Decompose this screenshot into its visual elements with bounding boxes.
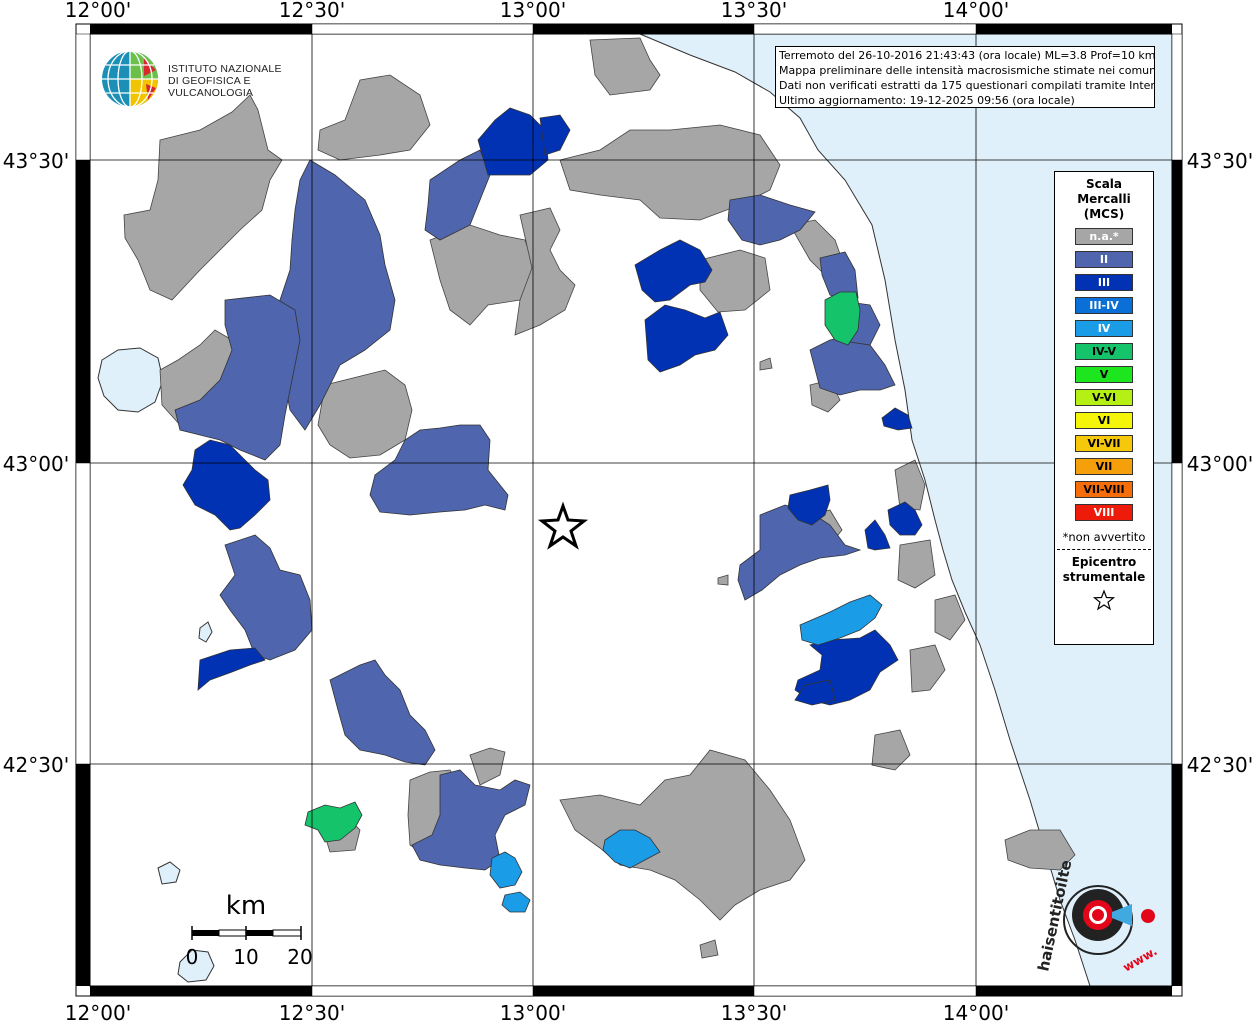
ingv-name-line1: ISTITUTO NAZIONALE bbox=[168, 63, 282, 75]
lon-label-top: 13°30' bbox=[721, 0, 787, 22]
lat-label-right: 42°30' bbox=[1187, 753, 1253, 777]
lat-label-right: 43°30' bbox=[1187, 149, 1253, 173]
legend-epicenter-line: strumentale bbox=[1062, 570, 1146, 584]
legend-item: VI-VII bbox=[1075, 435, 1133, 452]
lake-piediluco bbox=[198, 621, 213, 643]
lon-label-top: 12°30' bbox=[279, 0, 345, 22]
legend-rows: n.a.* II III III-IV IV IV-V V V-VI VI VI-VII VII VI… bbox=[1055, 228, 1153, 521]
municipalities-ii bbox=[174, 149, 896, 871]
lon-label-bottom: 12°00' bbox=[65, 1001, 131, 1024]
legend-item: III-IV bbox=[1075, 297, 1133, 314]
legend-note: *non avvertito bbox=[1062, 530, 1146, 544]
event-info-line: Mappa preliminare delle intensità macros… bbox=[779, 64, 1155, 77]
lon-label-bottom: 13°30' bbox=[721, 1001, 787, 1024]
hst-logo-www: www. bbox=[1121, 944, 1160, 975]
legend-item: V bbox=[1075, 366, 1133, 383]
legend-item: IV bbox=[1075, 320, 1133, 337]
scale-label-10: 10 bbox=[233, 945, 258, 969]
legend-title: Scala Mercalli (MCS) bbox=[1055, 177, 1153, 222]
ingv-name-line2: DI GEOFISICA E VULCANOLOGIA bbox=[168, 75, 254, 99]
legend-item: n.a.* bbox=[1075, 228, 1133, 245]
lon-label-top: 14°00' bbox=[943, 0, 1009, 22]
legend-item: IV-V bbox=[1075, 343, 1133, 360]
ingv-logo: ISTITUTO NAZIONALE DI GEOFISICA E VULCAN… bbox=[100, 48, 315, 110]
ingv-globe-icon bbox=[102, 50, 158, 108]
legend-separator bbox=[1057, 549, 1151, 550]
legend-item: VII bbox=[1075, 458, 1133, 475]
legend-item: II bbox=[1075, 251, 1133, 268]
municipalities-iv bbox=[489, 594, 883, 913]
legend-title-line: Mercalli bbox=[1077, 192, 1131, 206]
legend-title-line: (MCS) bbox=[1083, 207, 1125, 221]
lon-label-bottom: 14°00' bbox=[943, 1001, 1009, 1024]
mcs-legend: Scala Mercalli (MCS) n.a.* II III III-IV IV I… bbox=[1054, 171, 1154, 645]
lat-label-right: 43°00' bbox=[1187, 452, 1253, 476]
scale-bar: km 0 10 20 bbox=[186, 891, 313, 969]
lat-label-left: 43°30' bbox=[3, 149, 69, 173]
legend-star bbox=[1055, 589, 1153, 615]
adriatic-sea bbox=[639, 33, 1173, 987]
legend-item: III bbox=[1075, 274, 1133, 291]
star-icon bbox=[1092, 589, 1116, 611]
scale-unit: km bbox=[226, 891, 266, 921]
legend-item: VII-VIII bbox=[1075, 481, 1133, 498]
graticule bbox=[90, 34, 1172, 986]
lon-label-top: 12°00' bbox=[65, 0, 131, 22]
lon-label-bottom: 13°00' bbox=[500, 1001, 566, 1024]
legend-title-line: Scala bbox=[1085, 177, 1123, 191]
lat-label-left: 43°00' bbox=[3, 452, 69, 476]
legend-item: VI bbox=[1075, 412, 1133, 429]
event-info-line: Terremoto del 26-10-2016 21:43:43 (ora l… bbox=[779, 49, 1155, 62]
scale-label-0: 0 bbox=[186, 945, 199, 969]
lon-label-top: 13°00' bbox=[500, 0, 566, 22]
legend-item: V-VI bbox=[1075, 389, 1133, 406]
lake-trasimeno bbox=[97, 347, 164, 413]
map-frame bbox=[75, 23, 1183, 997]
scale-label-20: 20 bbox=[287, 945, 312, 969]
event-info-line: Ultimo aggiornamento: 19-12-2025 09:56 (… bbox=[779, 94, 1075, 107]
municipalities-iii bbox=[182, 107, 923, 706]
legend-epicenter-line: Epicentro bbox=[1071, 555, 1137, 569]
legend-epicenter-title: Epicentro strumentale bbox=[1055, 555, 1153, 585]
lat-label-left: 42°30' bbox=[3, 753, 69, 777]
legend-item: VIII bbox=[1075, 504, 1133, 521]
municipalities-iv-v bbox=[304, 291, 861, 843]
lake-bolsena bbox=[177, 949, 215, 983]
lake-small bbox=[157, 861, 181, 885]
event-info-line: Dati non verificati estratti da 175 ques… bbox=[779, 79, 1155, 92]
lon-label-bottom: 12°30' bbox=[279, 1001, 345, 1024]
epicenter-star-icon bbox=[537, 501, 589, 550]
event-info-box: Terremoto del 26-10-2016 21:43:43 (ora l… bbox=[775, 46, 1155, 108]
haisentito-logo: haisentitoilterremoto.it www. bbox=[1030, 774, 1170, 980]
